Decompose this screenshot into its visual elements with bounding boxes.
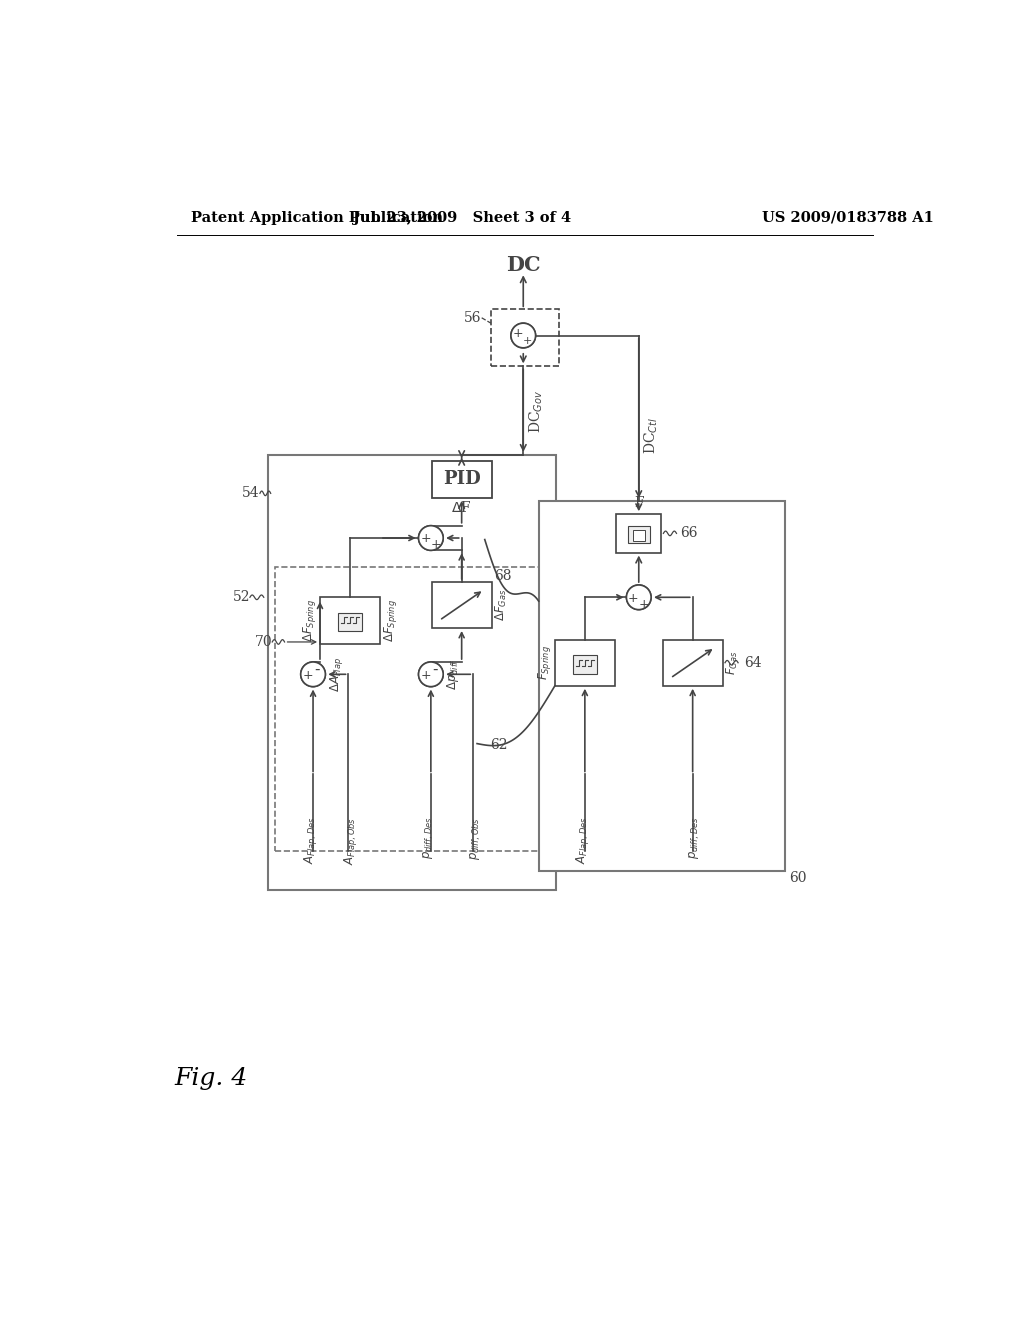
Text: -: -: [314, 661, 319, 676]
Text: +: +: [523, 335, 532, 346]
Text: US 2009/0183788 A1: US 2009/0183788 A1: [762, 211, 934, 224]
Text: $p_{diff, Des}$: $p_{diff, Des}$: [422, 817, 435, 859]
Text: 52: 52: [232, 590, 250, 605]
Circle shape: [419, 525, 443, 550]
Bar: [628, 527, 649, 544]
Bar: [555, 640, 614, 686]
Text: 70: 70: [255, 635, 272, 649]
Circle shape: [419, 663, 443, 686]
Text: +: +: [420, 532, 431, 545]
Text: DC: DC: [506, 255, 541, 275]
Bar: [319, 597, 380, 644]
Text: $\Delta F_{Spring}$: $\Delta F_{Spring}$: [382, 599, 399, 642]
Text: -: -: [432, 661, 437, 676]
Bar: [572, 655, 597, 673]
Text: +: +: [628, 591, 639, 605]
Text: +: +: [513, 326, 523, 339]
Circle shape: [511, 323, 536, 348]
Text: 54: 54: [243, 486, 260, 500]
Circle shape: [627, 585, 651, 610]
Text: $A_{Flap, Des}$: $A_{Flap, Des}$: [574, 817, 591, 865]
Text: $\Delta p_{diff}$: $\Delta p_{diff}$: [445, 659, 462, 690]
Text: $p_{diff, Des}$: $p_{diff, Des}$: [688, 817, 702, 859]
Text: +: +: [431, 539, 441, 552]
Text: $\Delta A_{Flap}$: $\Delta A_{Flap}$: [328, 657, 345, 692]
Text: 66: 66: [680, 527, 697, 540]
Text: +: +: [639, 598, 649, 611]
Text: 68: 68: [494, 569, 512, 582]
Text: 62: 62: [490, 738, 508, 752]
Text: +: +: [302, 668, 313, 681]
Text: +: +: [513, 326, 523, 339]
Text: -: -: [432, 661, 437, 676]
Bar: [274, 566, 550, 851]
Text: $\Delta$F: $\Delta$F: [452, 500, 472, 516]
Text: $A_{Flap, Des}$: $A_{Flap, Des}$: [302, 817, 319, 865]
Text: F: F: [634, 495, 643, 510]
Text: 64: 64: [744, 656, 762, 669]
Circle shape: [301, 663, 326, 686]
Circle shape: [627, 585, 651, 610]
Circle shape: [511, 323, 536, 348]
Text: $\Delta F_{Gas}$: $\Delta F_{Gas}$: [494, 589, 509, 622]
Text: Fig. 4: Fig. 4: [175, 1067, 248, 1090]
Text: +: +: [420, 668, 431, 681]
Circle shape: [419, 525, 443, 550]
Text: +: +: [420, 532, 431, 545]
Bar: [663, 640, 723, 686]
Text: $F_{Spring}$: $F_{Spring}$: [536, 645, 553, 680]
Bar: [539, 502, 785, 871]
Bar: [633, 531, 645, 541]
Circle shape: [419, 663, 443, 686]
Text: $F_{Gas}$: $F_{Gas}$: [725, 651, 740, 675]
Text: $p_{diff, Obs}$: $p_{diff, Obs}$: [468, 817, 482, 859]
Text: 60: 60: [788, 871, 807, 884]
Text: PID: PID: [442, 470, 480, 488]
Bar: [490, 309, 559, 367]
Text: -: -: [314, 661, 319, 676]
Bar: [432, 461, 492, 498]
Bar: [616, 515, 662, 553]
Text: DC$_{Gov}$: DC$_{Gov}$: [527, 389, 545, 433]
Bar: [338, 612, 362, 631]
Text: 56: 56: [464, 312, 481, 325]
Text: DC$_{Ctl}$: DC$_{Ctl}$: [643, 417, 660, 454]
Text: +: +: [639, 598, 649, 611]
Text: Jul. 23, 2009   Sheet 3 of 4: Jul. 23, 2009 Sheet 3 of 4: [352, 211, 570, 224]
Text: +: +: [302, 668, 313, 681]
Text: +: +: [628, 591, 639, 605]
Bar: [432, 582, 492, 628]
Text: $\Delta F_{Spring}$: $\Delta F_{Spring}$: [301, 599, 317, 642]
Text: $A_{Flap, Obs}$: $A_{Flap, Obs}$: [342, 817, 359, 865]
Bar: [267, 455, 556, 890]
Text: +: +: [431, 539, 441, 552]
Text: +: +: [420, 668, 431, 681]
Text: +: +: [524, 335, 534, 346]
Text: Patent Application Publication: Patent Application Publication: [190, 211, 442, 224]
Circle shape: [301, 663, 326, 686]
